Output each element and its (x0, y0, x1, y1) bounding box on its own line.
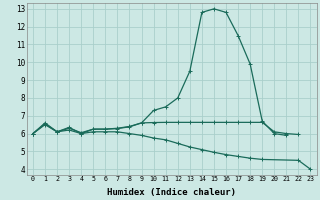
X-axis label: Humidex (Indice chaleur): Humidex (Indice chaleur) (107, 188, 236, 197)
